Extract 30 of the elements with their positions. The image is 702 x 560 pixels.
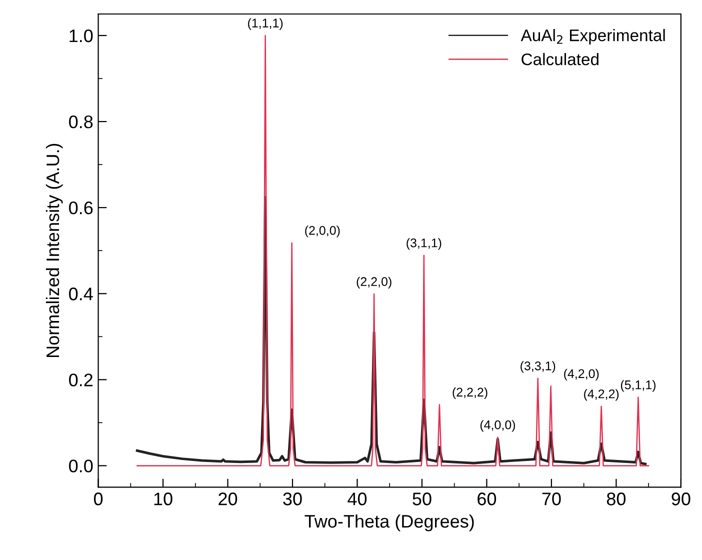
annotation: (1,1,1) bbox=[248, 18, 283, 30]
annotation: (2,0,0) bbox=[305, 226, 340, 238]
annotation: (3,1,1) bbox=[406, 238, 442, 250]
annotation: (4,2,2) bbox=[584, 389, 619, 401]
annotation: (4,0,0) bbox=[480, 420, 516, 432]
annotation: (2,2,2) bbox=[452, 387, 488, 400]
x-tick-label: 80 bbox=[606, 492, 626, 506]
x-tick-label: 40 bbox=[348, 492, 367, 506]
x-tick-label: 90 bbox=[672, 492, 690, 506]
x-tick-label: 70 bbox=[542, 492, 561, 506]
x-tick-label: 10 bbox=[154, 492, 172, 506]
y-tick-label: 0.6 bbox=[69, 202, 93, 214]
y-tick-label: 0.8 bbox=[69, 115, 93, 128]
y-axis-title: Normalized Intensity (A.U.) bbox=[46, 144, 63, 357]
x-axis-title: Two-Theta (Degrees) bbox=[304, 514, 474, 532]
legend-label: Calculated bbox=[522, 53, 598, 66]
y-tick-label: 0.4 bbox=[69, 288, 93, 300]
x-tick-label: 20 bbox=[218, 492, 238, 506]
annotation: (3,3,1) bbox=[520, 361, 556, 373]
x-tick-label: 60 bbox=[478, 492, 496, 506]
x-tick-label: 0 bbox=[94, 492, 103, 506]
x-tick-label: 30 bbox=[283, 492, 302, 506]
annotation: (5,1,1) bbox=[620, 380, 656, 392]
x-tick-label: 50 bbox=[412, 492, 432, 506]
y-tick-label: 0.0 bbox=[69, 460, 93, 472]
y-tick-label: 1.0 bbox=[70, 29, 93, 42]
annotation: (2,2,0) bbox=[356, 276, 392, 288]
y-tick-label: 0.2 bbox=[69, 374, 93, 386]
legend-label: AuAl$_{2}$ Experimental bbox=[520, 29, 665, 45]
annotation: (4,2,0) bbox=[564, 368, 599, 381]
